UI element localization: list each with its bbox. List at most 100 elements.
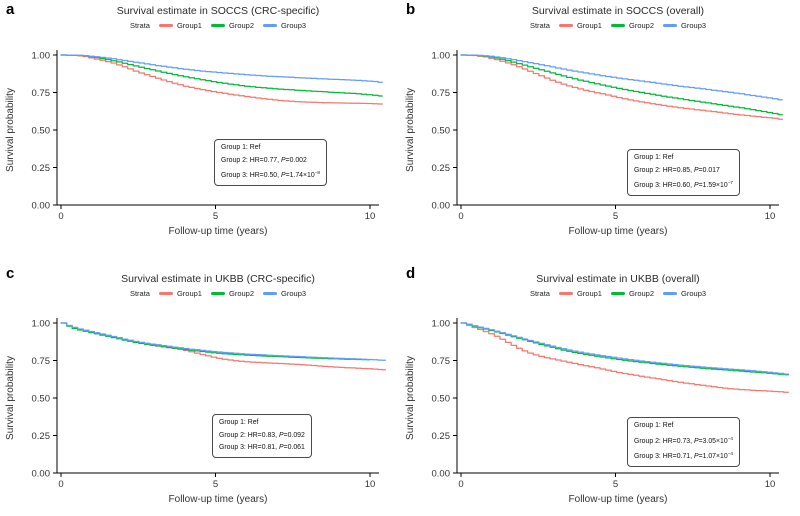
km-plot: 0.00 0.25 0.50 0.75 1.00 0 5 10 Survival probabi… [5,318,387,505]
y-axis-title: Survival probability [405,356,416,440]
y-tick-label: 0.75 [432,356,451,367]
legend-item-group3: Group3 [263,21,306,30]
panel-title: Survival estimate in UKBB (overall) [536,273,700,285]
x-axis-title: Follow-up time (years) [169,226,268,237]
legend-label: Group1 [576,289,602,298]
p-value: =0.002 [285,156,307,164]
p-value: =0.061 [283,444,305,452]
y-tick-label: 0.00 [432,200,451,211]
legend-label: Group2 [228,289,255,298]
p-symbol: P [278,444,284,452]
hr-annotation-line: Group 2: HR=0.77, P=0.002 [221,155,320,168]
y-tick-label: 0.25 [32,163,51,174]
annotation-text: Group 1: Ref [219,419,259,426]
legend-label: Group3 [281,21,307,30]
x-tick-label: 0 [458,211,463,222]
survival-curve-group1 [460,322,790,393]
legend-item-group1: Group1 [158,289,202,298]
y-tick-label: 0.50 [432,393,451,404]
legend-label: Group3 [681,21,707,30]
legend-label: Group3 [681,289,707,298]
p-value: =1.07×10 [698,453,728,461]
annotation-text: Group 1: Ref [634,422,674,429]
x-tick-label: 10 [365,211,376,222]
hr-annotation-line: Group 1: Ref [634,420,733,433]
p-symbol: P [278,431,284,439]
legend: Strata Group1 Group2 Group3 [440,21,796,30]
p-symbol: P [693,182,699,190]
survival-curve-group1 [60,322,387,371]
legend-line-icon [610,292,625,295]
y-tick-label: 0.00 [32,468,51,479]
p-value: =0.092 [283,431,305,439]
legend-label: Group1 [176,289,202,298]
y-tick-label: 1.00 [432,318,451,329]
legend-item-group3: Group3 [663,21,706,30]
legend-line-icon [558,292,573,295]
hr-annotation-line: Group 3: HR=0.60, P=1.59×10−7 [634,177,733,193]
legend-title: Strata [129,21,150,30]
legend-label: Group1 [576,21,602,30]
legend-item-group3: Group3 [263,289,306,298]
annotation-text: Group 2: HR=0.77, [221,156,281,164]
y-tick-label: 0.25 [432,163,451,174]
legend-line-icon [263,24,278,27]
hr-annotation-line: Group 1: Ref [219,417,305,430]
survival-curve-group3 [60,54,383,83]
legend-label: Group2 [628,289,655,298]
annotation-text: Group 2: HR=0.73, [634,437,694,445]
y-tick-label: 1.00 [432,50,451,61]
y-tick-label: 1.00 [32,50,51,61]
legend-item-group2: Group2 [210,21,255,30]
panel-c: c Survival estimate in UKBB (CRC-specifi… [0,258,400,516]
p-value: =1.59×10 [698,182,728,190]
y-tick-label: 0.75 [32,356,51,367]
legend-title: Strata [529,289,550,298]
y-tick-label: 0.50 [32,393,51,404]
km-plot: 0.00 0.25 0.50 0.75 1.00 0 5 10 Survival probabi… [405,50,783,237]
panel-b: b Survival estimate in SOCCS (overall) S… [400,0,800,258]
y-tick-label: 1.00 [32,318,51,329]
p-symbol: P [280,172,286,180]
p-symbol: P [693,453,699,461]
survival-curve-group2 [460,54,783,116]
panel-title: Survival estimate in SOCCS (CRC-specific… [116,5,320,17]
x-axis-title: Follow-up time (years) [569,494,668,505]
y-tick-label: 0.50 [32,125,51,136]
legend-line-icon [610,24,625,27]
hr-annotation-line: Group 1: Ref [221,142,320,155]
panel-title: Survival estimate in SOCCS (overall) [531,5,705,17]
legend-label: Group2 [228,21,255,30]
y-tick-label: 0.00 [32,200,51,211]
legend-line-icon [663,292,678,295]
y-tick-label: 0.75 [32,88,51,99]
hr-annotation-line: Group 3: HR=0.50, P=1.74×10−8 [221,167,320,183]
hr-annotation-line: Group 3: HR=0.81, P=0.061 [219,442,305,455]
survival-curve-group2 [60,322,371,361]
annotation-text: Group 3: HR=0.60, [634,182,694,190]
p-exponent: −4 [727,435,733,441]
hr-annotation-box: Group 1: Ref Group 2: HR=0.83, P=0.092 Gro… [212,414,312,458]
panel-d: d Survival estimate in UKBB (overall) St… [400,258,800,516]
legend-item-group1: Group1 [158,21,202,30]
x-tick-label: 0 [58,211,63,222]
km-plot: 0.00 0.25 0.50 0.75 1.00 0 5 10 Survival probabi… [5,50,383,237]
legend: Strata Group1 Group2 Group3 [440,289,796,298]
p-value: =3.05×10 [698,437,728,445]
p-value: =0.017 [698,166,720,174]
legend-line-icon [210,292,225,295]
survival-curve-group2 [60,54,383,97]
y-tick-label: 0.75 [432,88,451,99]
hr-annotation-line: Group 1: Ref [634,152,733,165]
x-tick-label: 10 [765,479,776,490]
x-tick-label: 0 [458,479,463,490]
p-value: =1.74×10 [285,172,315,180]
x-tick-label: 5 [613,479,618,490]
legend-label: Group1 [176,21,202,30]
y-tick-label: 0.25 [32,431,51,442]
survival-curve-group1 [60,54,383,105]
p-symbol: P [693,437,699,445]
hr-annotation-box: Group 1: Ref Group 2: HR=0.73, P=3.05×10−… [627,417,740,467]
x-tick-label: 5 [213,211,218,222]
